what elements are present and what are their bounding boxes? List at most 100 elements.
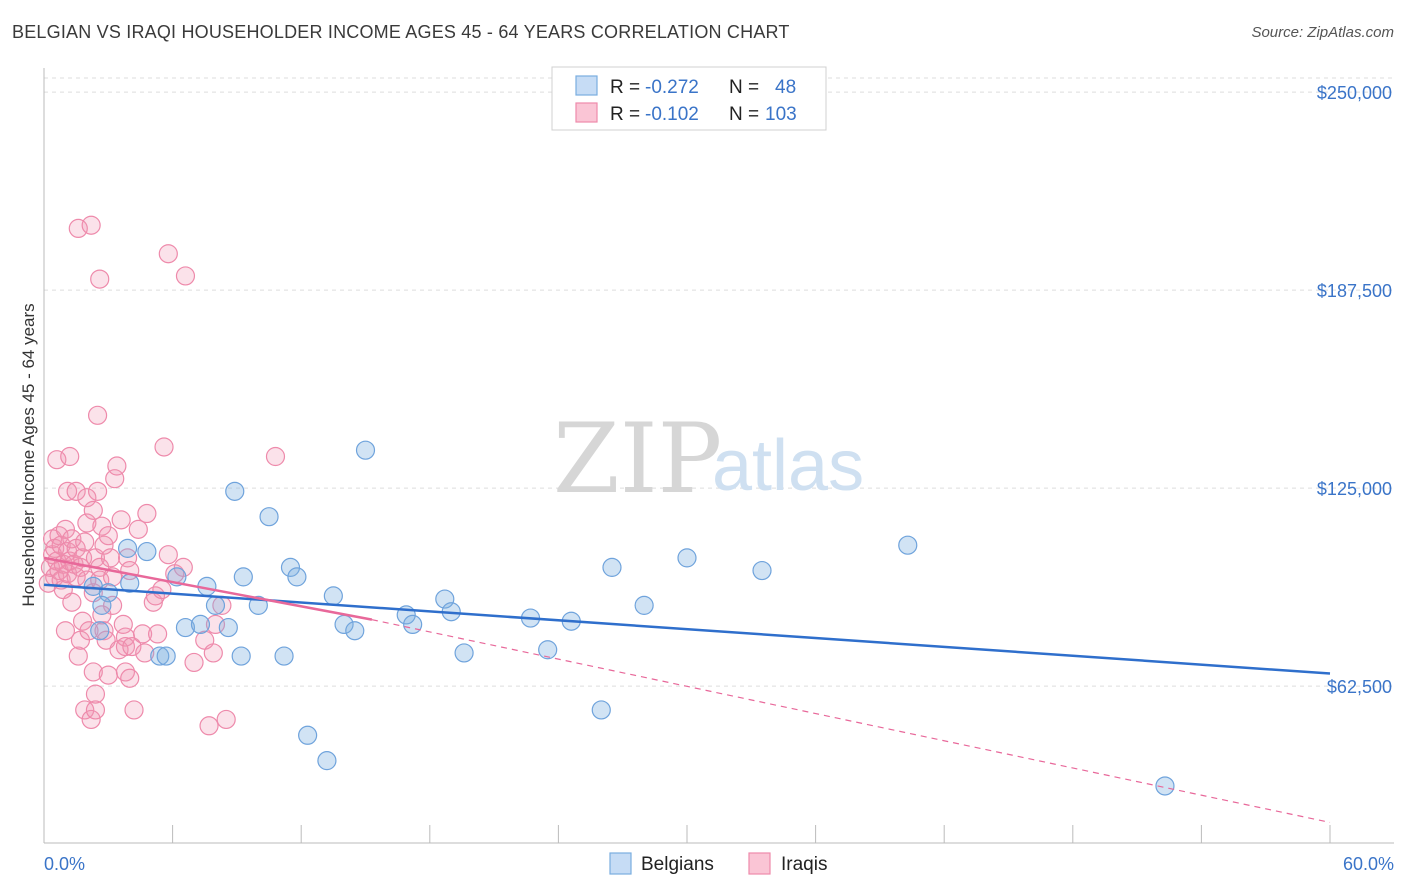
- iraqi-point-92: [203, 643, 223, 663]
- belgian-point-41: [752, 560, 772, 581]
- belgian-point-40: [677, 548, 697, 568]
- y-tick-label-0: $62,500: [1327, 677, 1392, 697]
- belgian-point-22: [287, 567, 307, 587]
- belgian-point-16: [231, 646, 251, 666]
- belgian-point-13: [205, 595, 226, 615]
- iraqi-point-39: [81, 709, 101, 730]
- iraqi-point-54: [94, 535, 114, 555]
- iraqi-point-37: [77, 488, 97, 508]
- belgian-point-11: [190, 614, 211, 635]
- iraqi-point-40: [81, 215, 101, 235]
- iraqi-point-56: [96, 630, 116, 650]
- iraqi-point-22: [62, 592, 82, 612]
- iraqi-point-85: [158, 545, 178, 565]
- watermark-zip: ZIP: [553, 403, 722, 515]
- belgian-point-5: [137, 541, 157, 562]
- iraqi-point-27: [68, 646, 88, 666]
- iraqi-point-43: [83, 662, 103, 682]
- iraqi-point-55: [94, 621, 114, 641]
- iraqi-point-82: [152, 579, 172, 600]
- y-tick-labels: $62,500 $125,000 $187,500 $250,000: [1317, 83, 1392, 697]
- belgian-point-38: [602, 557, 622, 577]
- legend-n-value-belgians: 48: [775, 77, 796, 98]
- iraqi-point-81: [147, 624, 168, 644]
- axes: [43, 68, 1394, 844]
- iraqi-point-63: [107, 456, 127, 476]
- chart-source: Source: ZipAtlas.com: [1251, 24, 1394, 41]
- x-tick-label-max: 60.0%: [1343, 854, 1394, 874]
- belgian-point-10: [175, 617, 196, 638]
- belgian-point-24: [317, 751, 337, 771]
- legend-n-label-iraqis: N =: [729, 104, 759, 125]
- belgian-point-15: [225, 481, 245, 501]
- watermark-atlas: atlas: [712, 426, 864, 506]
- iraqi-point-61: [102, 595, 123, 615]
- iraqi-point-59: [100, 548, 121, 568]
- iraqi-point-26: [66, 481, 86, 501]
- iraqi-point-65: [111, 510, 131, 530]
- belgian-point-3: [90, 621, 110, 641]
- belgian-point-37: [591, 700, 611, 720]
- series-legend: Belgians Iraqis: [609, 852, 827, 875]
- belgian-point-28: [355, 440, 376, 460]
- bottom-legend-swatch-iraqis: [748, 852, 771, 875]
- iraqi-point-48: [87, 405, 108, 425]
- iraqi-point-78: [137, 503, 157, 524]
- y-axis-label: Householder Income Ages 45 - 64 years: [19, 303, 38, 606]
- chart-title: BELGIAN VS IRAQI HOUSEHOLDER INCOME AGES…: [12, 22, 790, 42]
- belgian-point-14: [218, 617, 238, 638]
- bottom-legend-label-iraqis: Iraqis: [781, 854, 827, 875]
- iraqi-point-41: [83, 500, 103, 520]
- legend-n-value-iraqis: 103: [765, 104, 797, 125]
- trendlines: [43, 556, 1331, 823]
- belgian-point-43: [1155, 776, 1175, 796]
- iraqi-point-14: [55, 519, 76, 539]
- belgian-point-20: [274, 646, 294, 666]
- iraqi-point-87: [173, 557, 193, 577]
- bottom-legend-swatch-belgians: [609, 852, 632, 875]
- iraqi-point-57: [98, 665, 118, 685]
- belgian-point-25: [323, 586, 343, 606]
- iraqi-point-96: [265, 446, 286, 467]
- iraqi-point-88: [175, 266, 196, 286]
- iraqi-point-46: [85, 700, 106, 720]
- belgian-point-27: [345, 621, 365, 641]
- iraqi-point-15: [55, 621, 76, 641]
- belgian-point-4: [117, 538, 138, 558]
- iraqi-point-51: [90, 269, 110, 289]
- iraqi-point-91: [199, 716, 219, 736]
- iraqi-point-58: [98, 526, 118, 546]
- iraqi-point-69: [115, 636, 136, 657]
- belgian-point-2: [92, 595, 112, 615]
- belgian-point-17: [233, 567, 253, 587]
- iraqi-point-47: [87, 481, 108, 501]
- trendline-iraqis-2: [371, 619, 1331, 823]
- watermark: ZIP atlas: [553, 403, 864, 515]
- belgian-point-35: [538, 640, 558, 660]
- belgian-point-39: [634, 595, 654, 615]
- iraqi-point-34: [75, 532, 95, 552]
- iraqi-point-84: [158, 244, 178, 264]
- iraqi-point-19: [60, 446, 80, 467]
- y-tick-label-2: $187,500: [1317, 281, 1392, 301]
- iraqi-point-83: [154, 437, 174, 457]
- belgian-point-19: [259, 507, 279, 527]
- legend-r-label-iraqis: R =: [610, 104, 640, 125]
- iraqi-point-77: [135, 643, 155, 663]
- legend-r-label-belgians: R =: [610, 77, 640, 98]
- iraqi-point-44: [85, 684, 106, 704]
- x-tick-label-min: 0.0%: [44, 854, 85, 874]
- iraqi-point-35: [77, 513, 97, 533]
- iraqi-point-53: [92, 516, 112, 536]
- belgian-point-31: [435, 589, 455, 609]
- belgian-point-8: [156, 646, 176, 666]
- stats-legend: R = -0.272 N = 48 R = -0.102 N = 103: [551, 66, 827, 131]
- iraqi-point-75: [128, 519, 148, 539]
- belgian-point-21: [280, 557, 301, 577]
- legend-swatch-iraqis: [575, 102, 598, 123]
- bottom-legend-label-belgians: Belgians: [641, 854, 714, 875]
- iraqi-point-76: [132, 624, 153, 644]
- belgian-point-42: [898, 535, 918, 555]
- belgian-point-30: [403, 614, 423, 635]
